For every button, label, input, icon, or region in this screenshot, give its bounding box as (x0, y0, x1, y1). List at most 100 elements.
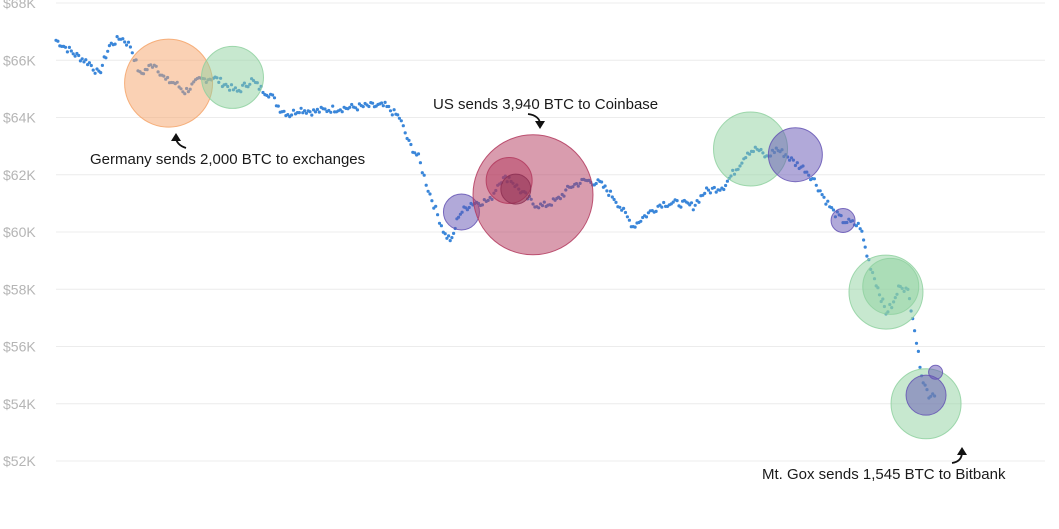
price-point (387, 104, 391, 109)
price-point (87, 61, 91, 65)
price-point (448, 239, 452, 243)
price-point (282, 109, 286, 113)
price-point (445, 236, 449, 240)
price-point (712, 185, 716, 190)
price-point (331, 104, 335, 108)
price-point (100, 63, 104, 67)
price-point (830, 206, 834, 210)
price-point (313, 110, 318, 114)
price-point (99, 71, 103, 75)
price-point (361, 105, 365, 109)
annotation-germany-text: Germany sends 2,000 BTC to exchanges (90, 151, 365, 168)
price-point (383, 100, 387, 104)
price-point (614, 200, 618, 204)
y-tick-label: $58K (3, 281, 36, 297)
price-point (718, 188, 722, 192)
y-axis-tick-labels: $52K $54K $56K $58K $60K $62K $64K $66K $68K (3, 0, 36, 469)
price-point (113, 42, 117, 46)
price-point (439, 224, 443, 228)
price-point (115, 35, 119, 39)
annotation-us-arrow (527, 113, 545, 129)
price-point (447, 234, 451, 238)
price-point (303, 109, 307, 113)
annotation-mtgox-text: Mt. Gox sends 1,545 BTC to Bitbank (762, 466, 1006, 483)
price-point (639, 219, 643, 223)
transfer-bubble (905, 374, 947, 416)
price-point (622, 206, 626, 210)
price-point (814, 183, 818, 187)
price-point (308, 110, 312, 114)
price-point (820, 193, 824, 197)
price-point (443, 232, 447, 236)
price-point (644, 215, 649, 219)
price-point (67, 45, 71, 50)
price-point (380, 101, 384, 105)
price-point (69, 49, 73, 53)
price-point (367, 104, 371, 109)
price-point (600, 180, 604, 184)
price-point (84, 58, 88, 62)
price-point (409, 142, 413, 147)
price-point (56, 39, 60, 43)
price-point (660, 205, 664, 209)
transfer-bubble (862, 257, 920, 315)
price-point (297, 111, 301, 115)
price-point (355, 108, 360, 112)
price-point (93, 71, 97, 75)
price-point (399, 119, 403, 123)
annotation-mtgox: Mt. Gox sends 1,545 BTC to Bitbank (762, 447, 1006, 483)
price-point (708, 191, 713, 195)
price-point (397, 116, 401, 120)
price-point (858, 227, 862, 231)
price-point (722, 187, 726, 192)
price-point (340, 110, 344, 114)
price-point (725, 179, 730, 183)
price-point (822, 195, 826, 199)
price-point (272, 96, 277, 100)
price-point (612, 197, 616, 202)
y-tick-label: $62K (3, 167, 36, 183)
transfer-bubble (500, 173, 532, 205)
price-point (594, 181, 598, 186)
price-point (104, 56, 108, 60)
price-point (82, 60, 86, 64)
price-point (854, 224, 859, 228)
price-point (607, 193, 611, 197)
price-point (371, 101, 375, 105)
price-point (290, 113, 294, 117)
price-point (121, 37, 125, 41)
price-point (315, 107, 319, 111)
price-point (863, 245, 867, 249)
price-point (401, 124, 405, 128)
price-point (605, 189, 609, 193)
price-point (826, 199, 830, 203)
price-point (436, 213, 440, 217)
price-point (312, 108, 316, 112)
price-point (450, 236, 454, 240)
price-point (261, 90, 265, 95)
price-point (914, 341, 919, 345)
price-point (693, 203, 697, 207)
price-point (662, 200, 666, 205)
price-point (323, 107, 327, 111)
transfer-bubble (830, 208, 856, 234)
price-point (317, 110, 321, 114)
price-point (354, 106, 358, 110)
price-point (130, 51, 134, 55)
price-point (824, 202, 828, 206)
price-point (310, 113, 314, 117)
price-point (608, 189, 613, 193)
price-point (78, 59, 82, 63)
price-point (705, 186, 709, 190)
y-tick-label: $52K (3, 453, 36, 469)
price-point (703, 191, 707, 195)
transfer-bubble (200, 45, 264, 109)
price-point (89, 63, 93, 68)
price-point (63, 45, 68, 49)
price-point (91, 68, 95, 72)
price-point (862, 238, 866, 242)
price-point (80, 57, 84, 61)
price-point (627, 218, 632, 222)
price-point (618, 205, 622, 209)
